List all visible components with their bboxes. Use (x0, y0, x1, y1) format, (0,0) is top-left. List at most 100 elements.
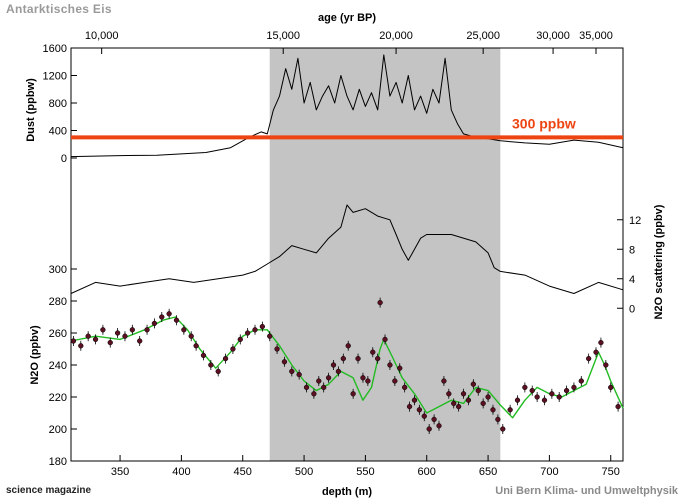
n2o-sample-point (460, 391, 467, 397)
n2o-sample-point (325, 375, 332, 381)
n2o-sample-point (208, 362, 214, 368)
dust-axis-tick-label: 1600 (43, 43, 67, 55)
n2o-sample-point (377, 299, 383, 306)
n2o-sample-point (335, 368, 342, 375)
plot-frame (70, 47, 624, 462)
n2o-axis-tick-label: 280 (49, 296, 67, 308)
highlight-band (269, 48, 501, 461)
n2o-sample-point (345, 343, 351, 349)
n2o-sample-point (365, 378, 371, 384)
n2o-sample-point (350, 391, 356, 397)
n2o-sample-point (411, 397, 418, 403)
n2o-sample-point (446, 391, 452, 397)
n2o-sample-point (586, 355, 592, 362)
n2o-sample-point (549, 391, 555, 397)
n2o-sample-point (578, 378, 584, 384)
n2o-sample-point (107, 339, 113, 346)
threshold-label: 300 ppbw (512, 115, 576, 131)
n2o-sample-point (137, 338, 143, 344)
n2o-sample-point (615, 403, 621, 410)
age-axis-tick-label: 35,000 (579, 30, 613, 42)
n2o-sample-point (593, 349, 599, 355)
n2o-sample-point (603, 362, 609, 368)
n2o-sample-point (426, 426, 432, 432)
depth-axis-tick-label: 700 (540, 466, 558, 478)
n2o-sample-point (387, 362, 393, 368)
depth-axis-tick-label: 400 (172, 466, 190, 478)
scattering-axis-tick-label: 4 (629, 274, 635, 286)
n2o-sample-point (500, 426, 506, 432)
n2o-sample-point (281, 359, 288, 365)
n2o-sample-point (316, 378, 322, 384)
n2o-sample-point (392, 378, 398, 384)
age-axis-tick-label: 25,000 (466, 30, 500, 42)
scattering-axis-tick-label: 12 (629, 215, 641, 227)
n2o-sample-point (571, 384, 577, 391)
depth-axis-tick-label: 750 (602, 466, 620, 478)
n2o-sample-point (166, 311, 172, 317)
n2o-sample-point (173, 317, 180, 323)
n2o-sample-point (70, 338, 77, 344)
n2o-sample-point (507, 407, 513, 413)
n2o-sample-point (480, 400, 486, 407)
n2o-axis-tick-label: 300 (49, 264, 67, 276)
n2o-sample-point (200, 352, 207, 359)
n2o-sample-point (485, 394, 491, 400)
dust-axis-tick-label: 1200 (43, 71, 67, 83)
n2o-sample-point (193, 343, 199, 349)
n2o-sample-point (159, 314, 165, 320)
n2o-sample-point (436, 423, 442, 429)
n2o-sample-point (252, 327, 258, 333)
n2o-sample-point (274, 346, 280, 352)
age-axis-tick-label: 15,000 (266, 30, 300, 42)
age-axis-tick-label: 10,000 (85, 30, 119, 42)
depth-axis-tick-label: 450 (234, 466, 252, 478)
n2o-sample-point (244, 330, 251, 336)
n2o-sample-point (382, 336, 388, 343)
n2o-sample-point (78, 343, 84, 349)
n2o-sample-point (431, 416, 437, 423)
n2o-sample-point (465, 397, 472, 403)
n2o-sample-point (151, 320, 158, 327)
n2o-sample-point (296, 371, 302, 378)
n2o-sample-point (495, 416, 501, 423)
depth-axis-label: depth (m) (322, 486, 372, 498)
depth-axis-tick-label: 650 (479, 466, 497, 478)
dust-axis-tick-label: 400 (49, 126, 67, 138)
scattering-axis-label: N2O scattering (ppbv) (653, 204, 665, 319)
scattering-axis-tick-label: 0 (629, 303, 635, 315)
n2o-sample-point (416, 407, 423, 413)
dust-series-line (70, 54, 624, 158)
n2o-sample-point (321, 384, 327, 391)
n2o-sample-point (598, 339, 604, 346)
age-axis-tick-label: 20,000 (379, 30, 413, 42)
n2o-sample-point (608, 384, 614, 391)
n2o-sample-point (188, 333, 194, 339)
n2o-sample-point (330, 362, 337, 368)
dust-axis-tick-label: 0 (61, 153, 67, 165)
n2o-sample-point (556, 394, 562, 400)
n2o-sample-point (522, 384, 528, 391)
n2o-sample-point (451, 400, 457, 407)
depth-axis-tick-label: 350 (111, 466, 129, 478)
n2o-sample-point (402, 384, 408, 391)
n2o-axis-tick-label: 180 (49, 456, 67, 468)
n2o-sample-point (85, 333, 91, 339)
n2o-axis-tick-label: 240 (49, 360, 67, 372)
n2o-sample-point (122, 333, 128, 339)
n2o-axis-tick-label: 260 (49, 328, 67, 340)
n2o-sample-point (340, 355, 346, 362)
n2o-sample-point (455, 403, 462, 410)
n2o-sample-point (563, 387, 570, 394)
depth-axis-tick-label: 600 (418, 466, 436, 478)
n2o-sample-point (490, 407, 496, 413)
n2o-sample-point (215, 368, 221, 375)
n2o-sample-point (397, 365, 403, 371)
n2o-sample-point (514, 397, 521, 403)
n2o-sample-point (470, 381, 476, 387)
n2o-sample-point (303, 384, 310, 391)
source-credit: science magazine (6, 485, 92, 496)
n2o-scattering-line (70, 204, 624, 294)
n2o-sample-point (144, 327, 150, 333)
